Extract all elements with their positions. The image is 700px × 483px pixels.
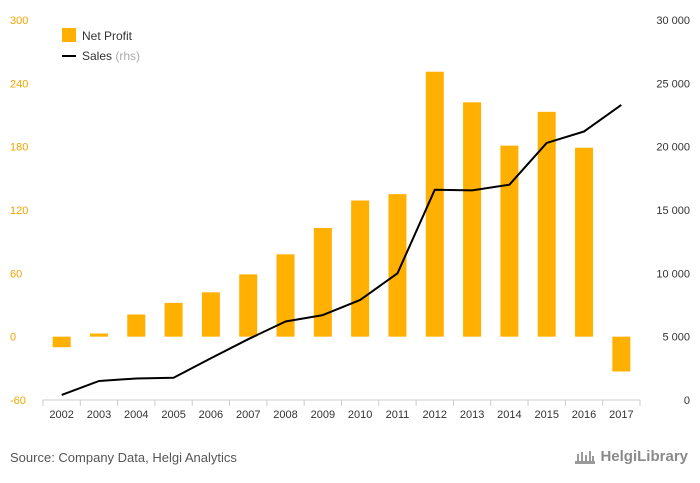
- y-right-tick-label: 15 000: [656, 205, 690, 217]
- y-left-tick-label: 180: [10, 142, 28, 154]
- x-tick-label: 2015: [534, 409, 558, 421]
- bar: [425, 71, 444, 337]
- brand-name: HelgiLibrary: [600, 448, 688, 465]
- bar: [575, 147, 594, 337]
- y-right-tick-label: 20 000: [656, 142, 690, 154]
- legend-rhs-suffix: (rhs): [115, 49, 140, 63]
- y-right-tick-label: 10 000: [656, 268, 690, 280]
- x-tick-label: 2017: [609, 409, 633, 421]
- x-tick-label: 2004: [124, 409, 148, 421]
- bar: [612, 336, 631, 372]
- x-tick-label: 2012: [423, 409, 447, 421]
- y-left-tick-label: 120: [10, 205, 28, 217]
- bar: [313, 227, 332, 337]
- bar: [201, 292, 220, 337]
- legend-sales-label: Sales (rhs): [82, 49, 140, 63]
- y-left-tick-label: -60: [10, 395, 26, 407]
- x-tick-label: 2016: [572, 409, 596, 421]
- brand-logo[interactable]: HelgiLibrary: [574, 448, 688, 465]
- bar: [127, 314, 146, 337]
- bar: [164, 302, 183, 337]
- y-left-tick-label: 0: [10, 332, 16, 344]
- y-right-tick-label: 5 000: [662, 332, 690, 344]
- x-tick-label: 2008: [273, 409, 297, 421]
- x-tick-label: 2003: [87, 409, 111, 421]
- y-right-tick-label: 0: [684, 395, 690, 407]
- x-tick-label: 2014: [497, 409, 521, 421]
- bar: [388, 194, 407, 337]
- bar: [500, 145, 519, 337]
- y-left-tick-label: 240: [10, 78, 28, 90]
- library-icon: [575, 450, 596, 464]
- x-tick-label: 2013: [460, 409, 484, 421]
- legend-net-profit-label: Net Profit: [82, 29, 133, 43]
- bar: [239, 274, 258, 337]
- legend-net-profit-swatch: [62, 28, 76, 42]
- bar: [89, 333, 108, 337]
- x-tick-label: 2007: [236, 409, 260, 421]
- y-left-tick-label: 60: [10, 268, 22, 280]
- y-right-tick-label: 25 000: [656, 78, 690, 90]
- bar: [276, 254, 295, 337]
- x-tick-label: 2002: [49, 409, 73, 421]
- source-note: Source: Company Data, Helgi Analytics: [10, 450, 237, 465]
- chart: -60 0 60 120 180 240 300 0 5 000 10 000 15 000 20 0…: [10, 15, 690, 421]
- bar: [52, 336, 71, 348]
- sales-line: [61, 104, 622, 396]
- x-tick-label: 2006: [199, 409, 223, 421]
- bar: [537, 111, 556, 337]
- x-tick-label: 2005: [161, 409, 185, 421]
- x-tick-label: 2009: [311, 409, 335, 421]
- y-right-tick-label: 30 000: [656, 15, 690, 27]
- bar: [351, 200, 370, 337]
- x-tick-label: 2011: [386, 409, 410, 421]
- bar: [463, 102, 482, 337]
- y-left-tick-label: 300: [10, 15, 28, 27]
- x-tick-label: 2010: [348, 409, 372, 421]
